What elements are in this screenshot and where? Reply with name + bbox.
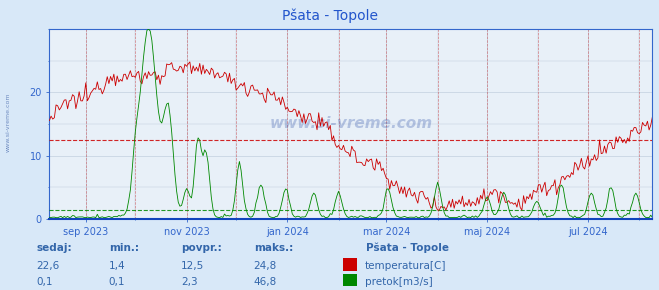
Text: 46,8: 46,8 <box>254 277 277 287</box>
Text: Pšata - Topole: Pšata - Topole <box>281 9 378 23</box>
Text: maks.:: maks.: <box>254 243 293 253</box>
Text: min.:: min.: <box>109 243 139 253</box>
Text: povpr.:: povpr.: <box>181 243 222 253</box>
Text: www.si-vreme.com: www.si-vreme.com <box>270 117 432 131</box>
Text: pretok[m3/s]: pretok[m3/s] <box>365 277 433 287</box>
Text: 22,6: 22,6 <box>36 261 59 271</box>
Text: 1,4: 1,4 <box>109 261 125 271</box>
Text: sedaj:: sedaj: <box>36 243 72 253</box>
Text: 12,5: 12,5 <box>181 261 204 271</box>
Text: 0,1: 0,1 <box>36 277 53 287</box>
Text: Pšata - Topole: Pšata - Topole <box>366 242 449 253</box>
Text: 2,3: 2,3 <box>181 277 198 287</box>
Text: 24,8: 24,8 <box>254 261 277 271</box>
Text: temperatura[C]: temperatura[C] <box>365 261 447 271</box>
Text: 0,1: 0,1 <box>109 277 125 287</box>
Text: www.si-vreme.com: www.si-vreme.com <box>5 92 11 152</box>
